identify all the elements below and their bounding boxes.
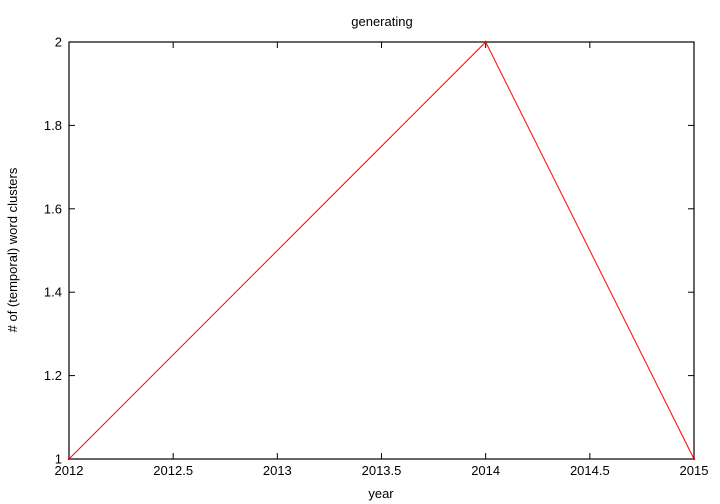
data-point xyxy=(67,457,71,461)
x-tick-label: 2012 xyxy=(55,463,84,478)
y-axis-label: # of (temporal) word clusters xyxy=(5,167,20,332)
x-axis-label: year xyxy=(368,486,394,501)
plot-frame xyxy=(68,41,695,460)
x-tick-label: 2015 xyxy=(680,463,709,478)
y-axis-ticks: 1 1.2 1.4 1.6 1.8 2 xyxy=(44,35,694,467)
series-line xyxy=(68,41,695,460)
chart-title: generating xyxy=(351,14,412,29)
x-axis-ticks: 2012 2012.5 2013 2013.5 2014 2014.5 2015 xyxy=(55,42,709,478)
y-tick-label: 1 xyxy=(55,452,62,467)
y-tick-label: 1.6 xyxy=(44,201,62,216)
y-tick-label: 2 xyxy=(55,35,62,50)
y-tick-label: 1.2 xyxy=(44,368,62,383)
x-tick-label: 2014.5 xyxy=(570,463,610,478)
x-tick-label: 2013 xyxy=(263,463,292,478)
x-tick-label: 2012.5 xyxy=(153,463,193,478)
data-point xyxy=(484,40,487,44)
y-tick-label: 1.4 xyxy=(44,285,62,300)
y-tick-label: 1.8 xyxy=(44,118,62,133)
data-point xyxy=(692,457,696,461)
x-tick-label: 2014 xyxy=(471,463,500,478)
x-tick-label: 2013.5 xyxy=(362,463,402,478)
series-layer xyxy=(67,40,696,461)
